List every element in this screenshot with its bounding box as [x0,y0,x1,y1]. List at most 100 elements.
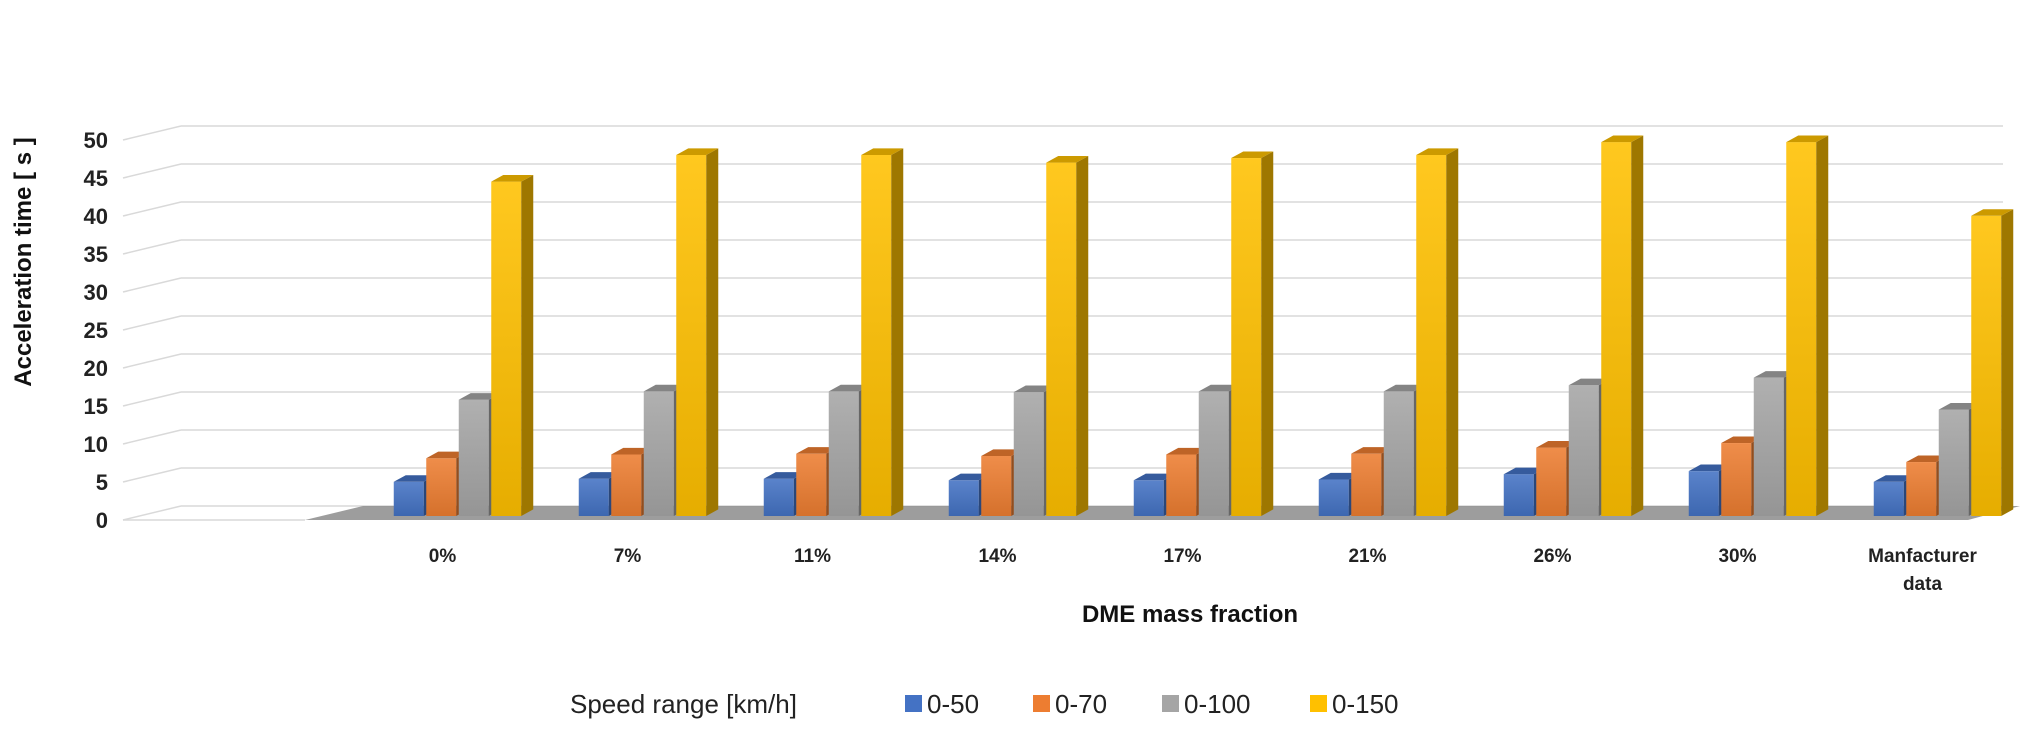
x-tick-label: 17% [1163,546,1201,567]
bar-top [796,447,839,454]
legend-swatch-0-70 [1033,695,1050,712]
gridline-depth [122,125,182,141]
bar-front [1568,385,1599,516]
bar-top [458,393,501,400]
bar-top [1231,151,1274,159]
y-tick-label: 40 [84,204,108,229]
bar-top [676,148,719,155]
bar-0-150-30% [1786,135,1829,517]
x-tick-label: 30% [1718,546,1756,567]
bar-front [393,481,424,516]
bar-front [1938,409,1969,516]
bar-top [1046,156,1089,163]
legend-swatch-0-50 [905,695,922,712]
bar-front [861,155,892,516]
bar-front [763,478,794,516]
y-tick-label: 30 [84,280,108,305]
x-tick-label: 26% [1533,546,1571,567]
bar-top [643,384,686,392]
bar-side [1816,135,1829,517]
x-tick-label: 14% [978,546,1016,567]
bar-top [1721,436,1764,444]
legend-swatch-0-150 [1310,695,1327,712]
y-tick-label: 20 [84,356,108,381]
gridline-depth [122,353,182,369]
x-tick-label: 11% [794,546,831,567]
gridline-depth [122,429,182,445]
bar-top [1971,209,2014,216]
bar-top [1906,455,1949,463]
gridline-depth [122,315,182,331]
legend-label-0-50: 0-50 [927,689,979,719]
bar-side [891,148,904,516]
bar-front [1013,392,1044,516]
y-tick-label: 50 [84,128,108,153]
bar-top [491,175,534,182]
bar-front [1416,155,1447,516]
bar-top [1536,441,1579,448]
legend: Speed range [km/h] 0-50 0-70 0-100 0-150 [570,689,1399,719]
bar-front [1753,377,1784,516]
bar-top [1351,447,1394,454]
bar-front [643,391,674,516]
x-tick-label: 7% [614,546,642,567]
bar-front [828,391,859,516]
legend-label-0-100: 0-100 [1184,689,1251,719]
x-tick-label: data [1903,574,1943,595]
bar-top [1318,472,1361,480]
gridline-depth [122,163,182,179]
y-tick-label: 35 [84,242,108,267]
x-tick-label: 21% [1348,546,1386,567]
bar-top [1873,475,1916,482]
y-tick-label: 15 [84,394,108,419]
bar-top [1198,384,1241,392]
bar-top [1166,447,1209,455]
legend-swatch-0-100 [1162,695,1179,712]
bar-top [1753,371,1796,378]
bar-front [1046,162,1077,516]
bar-0-150-26% [1601,135,1644,517]
y-axis-ticks: 0 5 10 15 20 25 30 35 40 45 50 [84,128,108,533]
bar-front [796,453,827,516]
bar-front [491,181,522,516]
bar-front [1786,142,1817,516]
bar-0-150-14% [1046,156,1089,516]
bar-top [1786,135,1829,143]
bar-0-150-21% [1416,148,1459,516]
bar-front [611,454,642,516]
legend-title: Speed range [km/h] [570,689,797,719]
bar-front [1351,453,1382,516]
bar-front [426,458,457,516]
x-tick-label: 0% [429,546,457,567]
x-axis-ticks: 0% 7% 11% 14% 17% 21% 26% 30% Manfacturer data [429,546,1978,595]
bar-top [1568,378,1611,386]
legend-label-0-150: 0-150 [1332,689,1399,719]
gridline-depth [122,467,182,483]
bar-0-150-Manfacturer data [1971,209,2014,517]
y-tick-label: 10 [84,432,108,457]
bar-top [1938,403,1981,410]
bar-side [521,175,534,516]
bars-layer [393,135,2014,517]
bar-front [1198,391,1229,516]
bar-top [578,472,621,479]
bar-top [763,472,806,479]
gridline-depth [122,239,182,255]
bar-0-50-Manfacturer data [1873,475,1916,516]
bar-top [981,449,1024,456]
bar-top [948,473,991,481]
y-axis-title: Acceleration time [ s ] [10,137,37,386]
bar-top [1013,385,1056,393]
bar-0-150-11% [861,148,904,516]
bar-front [1688,471,1719,516]
bar-front [676,155,707,516]
bar-front [1721,443,1752,516]
bar-front [1133,480,1164,516]
bar-top [611,447,654,455]
bar-0-150-0% [491,175,534,516]
bar-0-150-7% [676,148,719,516]
bar-front [1231,158,1262,517]
y-tick-label: 25 [84,318,108,343]
gridline-depth [122,277,182,293]
